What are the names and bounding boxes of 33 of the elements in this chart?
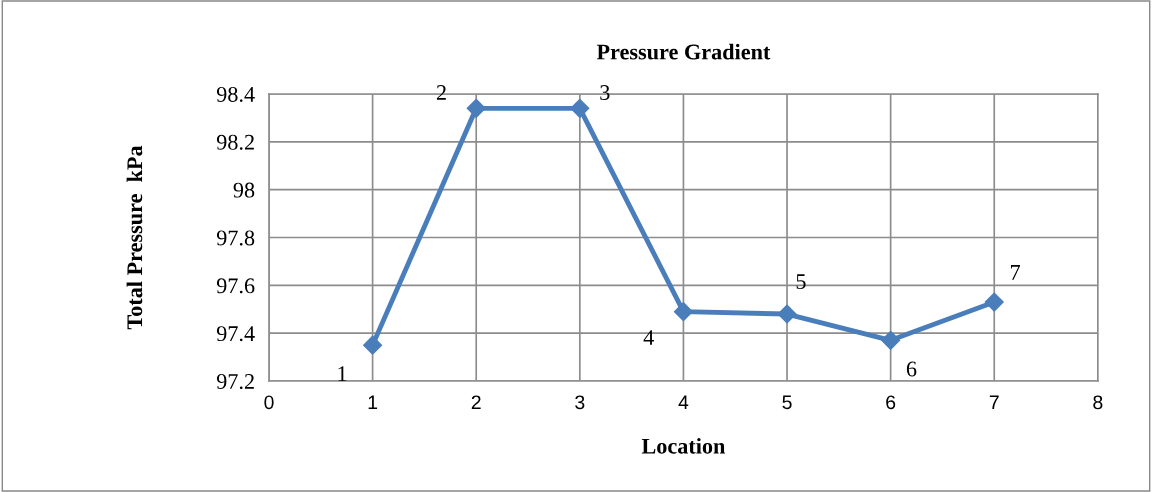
y-tick-label: 98.4	[216, 86, 255, 102]
point	[363, 335, 383, 355]
annotation: 3	[600, 85, 610, 100]
point	[466, 98, 486, 118]
chart-title: Pressure Gradient	[596, 43, 771, 60]
annotation: 6	[906, 361, 917, 377]
x-tick-label: 6	[886, 395, 896, 410]
annotation: 5	[796, 274, 806, 290]
x-tick-label: 7	[989, 395, 999, 409]
x-tick-label: 3	[575, 395, 585, 410]
y-tick-label: 97.8	[216, 230, 255, 246]
annotation: 4	[643, 330, 654, 345]
x-tick-label: 4	[678, 395, 689, 409]
x-tick-label: 1	[368, 395, 378, 409]
x-tick-label: 5	[782, 395, 792, 410]
y-tick-label: 97.4	[216, 326, 255, 342]
annotation: 7	[1010, 265, 1020, 280]
point	[570, 98, 590, 118]
point	[777, 304, 797, 324]
x-tick-label: 0	[264, 395, 274, 410]
y-tick-label: 98	[233, 182, 255, 198]
annotation: 2	[436, 85, 446, 100]
y-tick-label: 98.2	[216, 134, 254, 150]
point	[673, 302, 693, 322]
point	[881, 330, 901, 350]
y-axis-title: Total Pressure kPa	[126, 145, 143, 330]
y-tick-label: 97.6	[216, 278, 255, 294]
x-tick-label: 2	[471, 395, 481, 409]
y-tick-label: 97.2	[216, 374, 254, 390]
annotation: 1	[338, 366, 347, 382]
x-tick-label: 8	[1093, 395, 1103, 410]
point	[984, 292, 1004, 312]
x-axis-title: Location	[641, 438, 726, 454]
